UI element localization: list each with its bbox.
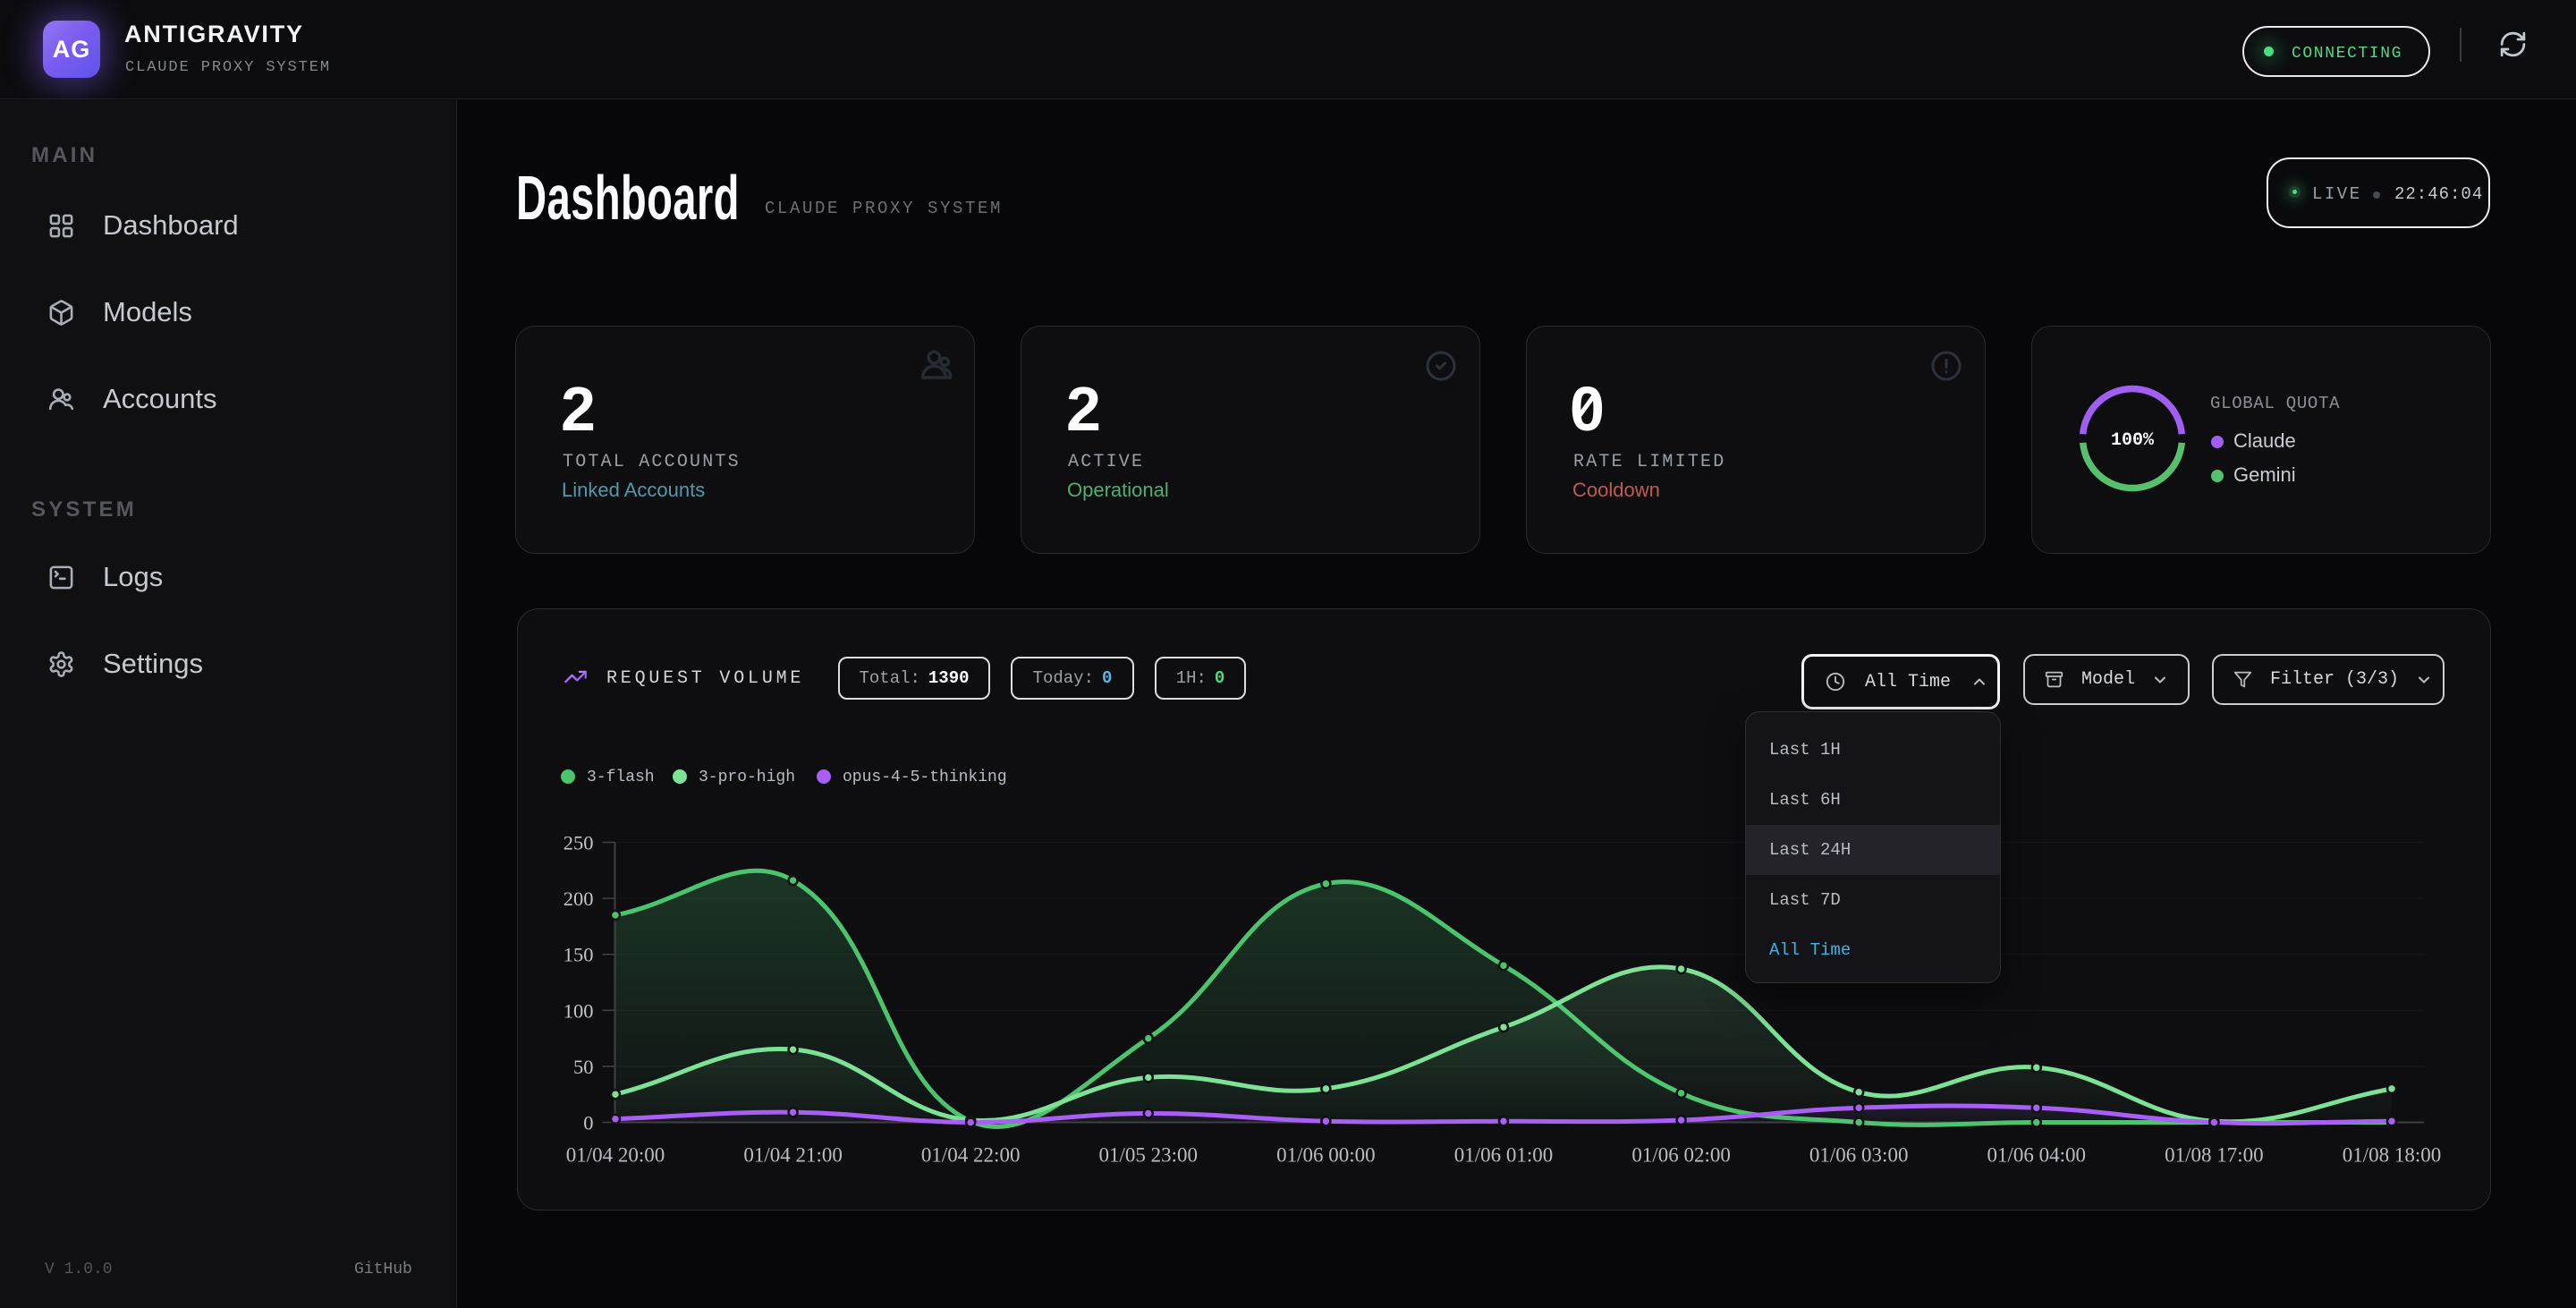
- svg-text:01/06 01:00: 01/06 01:00: [1454, 1144, 1554, 1167]
- svg-text:01/06 04:00: 01/06 04:00: [1987, 1144, 2087, 1167]
- svg-text:01/04 20:00: 01/04 20:00: [566, 1144, 665, 1167]
- svg-text:01/08 17:00: 01/08 17:00: [2165, 1144, 2264, 1167]
- svg-text:01/04 21:00: 01/04 21:00: [743, 1144, 843, 1167]
- svg-text:50: 50: [573, 1056, 594, 1078]
- svg-text:01/05 23:00: 01/05 23:00: [1099, 1144, 1199, 1167]
- svg-text:01/06 02:00: 01/06 02:00: [1631, 1144, 1731, 1167]
- svg-text:01/08 18:00: 01/08 18:00: [2343, 1144, 2442, 1167]
- svg-text:01/04 22:00: 01/04 22:00: [921, 1144, 1021, 1167]
- svg-text:200: 200: [564, 888, 594, 910]
- svg-text:01/06 00:00: 01/06 00:00: [1276, 1144, 1376, 1167]
- svg-text:250: 250: [564, 832, 594, 854]
- svg-text:0: 0: [583, 1112, 593, 1134]
- svg-text:150: 150: [564, 944, 594, 966]
- svg-text:01/06 03:00: 01/06 03:00: [1809, 1144, 1909, 1167]
- svg-text:100: 100: [564, 999, 594, 1022]
